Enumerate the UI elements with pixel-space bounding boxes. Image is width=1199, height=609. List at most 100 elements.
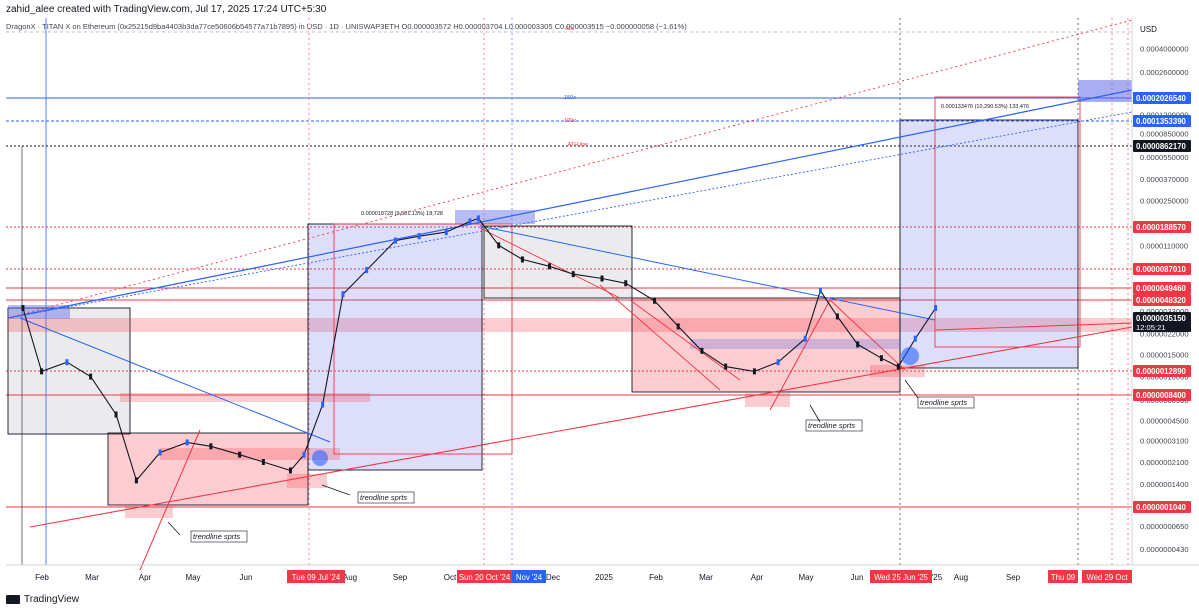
zone-box [632, 298, 900, 392]
x-tick-label: Feb [35, 573, 49, 582]
candle [261, 459, 265, 466]
price-badge-label: 0.0000035150 [1136, 314, 1187, 323]
trend-line [479, 227, 621, 299]
annotation-text: trendline sprts [193, 532, 240, 541]
candle [600, 275, 604, 282]
candle [134, 477, 138, 484]
trend-line [829, 299, 906, 371]
x-tick-label: Feb [649, 573, 663, 582]
price-badge-label: 0.0000087010 [1136, 265, 1187, 274]
candle [476, 215, 480, 222]
price-badge [1133, 294, 1191, 306]
candle [818, 287, 822, 294]
highlight-circle [312, 450, 328, 466]
annotation-text: trendline sprts [808, 421, 855, 430]
candle [468, 218, 472, 225]
annotation-text: trendline sprts [920, 398, 967, 407]
y-tick-label: 0.0000550000 [1140, 153, 1189, 162]
zone-box [483, 225, 633, 299]
candle [934, 305, 938, 312]
price-badge-label: 0.0000008400 [1136, 391, 1187, 400]
x-badge-label: Nov '24 [516, 573, 543, 582]
candle [752, 368, 756, 375]
x-badge-label: Sun 20 Oct '24 [459, 573, 511, 582]
x-tick-label: Jun [851, 573, 864, 582]
candle [185, 439, 189, 446]
annotation-text: trendline sprts [360, 493, 407, 502]
footer-brand: TradingView [24, 594, 80, 605]
trend-line [139, 429, 201, 571]
y-tick-label: 0.0002600000 [1140, 68, 1189, 77]
x-badge-label: Tue 09 Jul '24 [292, 573, 341, 582]
trend-line [934, 322, 1133, 331]
zone-box [455, 210, 535, 224]
candle [676, 323, 680, 330]
price-badge [1133, 92, 1191, 104]
y-tick-label: 0.0000002100 [1140, 458, 1189, 467]
zone-box [8, 318, 1133, 332]
annotation-arrow [809, 404, 821, 423]
zone-box [7, 307, 131, 435]
zone-box [934, 96, 1081, 348]
price-badge-label: 0.0000048320 [1136, 296, 1187, 305]
y-tick-label: 0.0000001400 [1140, 480, 1189, 489]
annotation-arrow [904, 379, 919, 399]
candle [341, 291, 345, 298]
x-tick-label: '25 [932, 573, 943, 582]
trend-line [479, 225, 936, 321]
candle [520, 256, 524, 263]
candle [302, 451, 306, 458]
x-tick-label: May [798, 573, 813, 582]
y-tick-label: 0.0000010000 [1140, 373, 1189, 382]
zone-box [690, 339, 900, 349]
zone-box [120, 393, 370, 402]
trend-line [7, 89, 1133, 319]
y-tick-label: 0.0000004500 [1140, 416, 1189, 425]
candle [209, 443, 213, 450]
y-tick-label: 0.0000000430 [1140, 545, 1189, 554]
tradingview-footer: TradingView [6, 594, 79, 605]
zone-box [1078, 80, 1132, 102]
x-tick-label: Sep [1006, 573, 1021, 582]
zone-box [108, 433, 308, 505]
x-badge [1082, 570, 1132, 583]
y-tick-label: 0.0000850000 [1140, 129, 1189, 138]
candle [624, 280, 628, 287]
candle [238, 451, 242, 458]
candle [444, 229, 448, 236]
zone-box [899, 119, 1079, 369]
x-tick-label: Dec [546, 573, 560, 582]
price-badge-label: 0.0000001040 [1136, 503, 1187, 512]
x-badge [512, 570, 546, 583]
trend-line [599, 284, 721, 391]
currency-label: USD [1140, 25, 1157, 34]
x-tick-label: Apr [751, 573, 764, 582]
candle [393, 237, 397, 244]
trend-line [19, 317, 331, 443]
candle [835, 313, 839, 320]
price-badge [1133, 312, 1191, 332]
candle [365, 267, 369, 274]
highlight-circle [901, 347, 919, 365]
symbol-ohlc-legend: DragonX · TITAN X on Ethereum (0x25215d9… [6, 22, 687, 31]
x-tick-label: Apr [139, 573, 152, 582]
candle [40, 368, 44, 375]
trend-line [7, 111, 1133, 319]
trend-line [29, 326, 1133, 528]
annotation-text: 0.000018728 (9,501.13%) 18,728 [361, 211, 443, 217]
x-tick-label: Jun [240, 573, 253, 582]
price-badge-label: 0.0000862170 [1136, 142, 1187, 151]
zone-box [333, 223, 513, 455]
x-tick-label: Aug [343, 573, 357, 582]
y-tick-label: 0.0000250000 [1140, 196, 1189, 205]
x-tick-label: Mar [85, 573, 99, 582]
y-tick-label: 0.0000033000 [1140, 307, 1189, 316]
price-badge-label: 0.0001353390 [1136, 117, 1187, 126]
created-by-caption: zahid_alee created with TradingView.com,… [6, 4, 327, 15]
candle [571, 271, 575, 278]
y-tick-label: 0.0000003100 [1140, 437, 1189, 446]
candle [653, 297, 657, 304]
x-badge-label: Wed 29 Oct [1086, 573, 1128, 582]
annotation-text: 50x [566, 26, 575, 32]
